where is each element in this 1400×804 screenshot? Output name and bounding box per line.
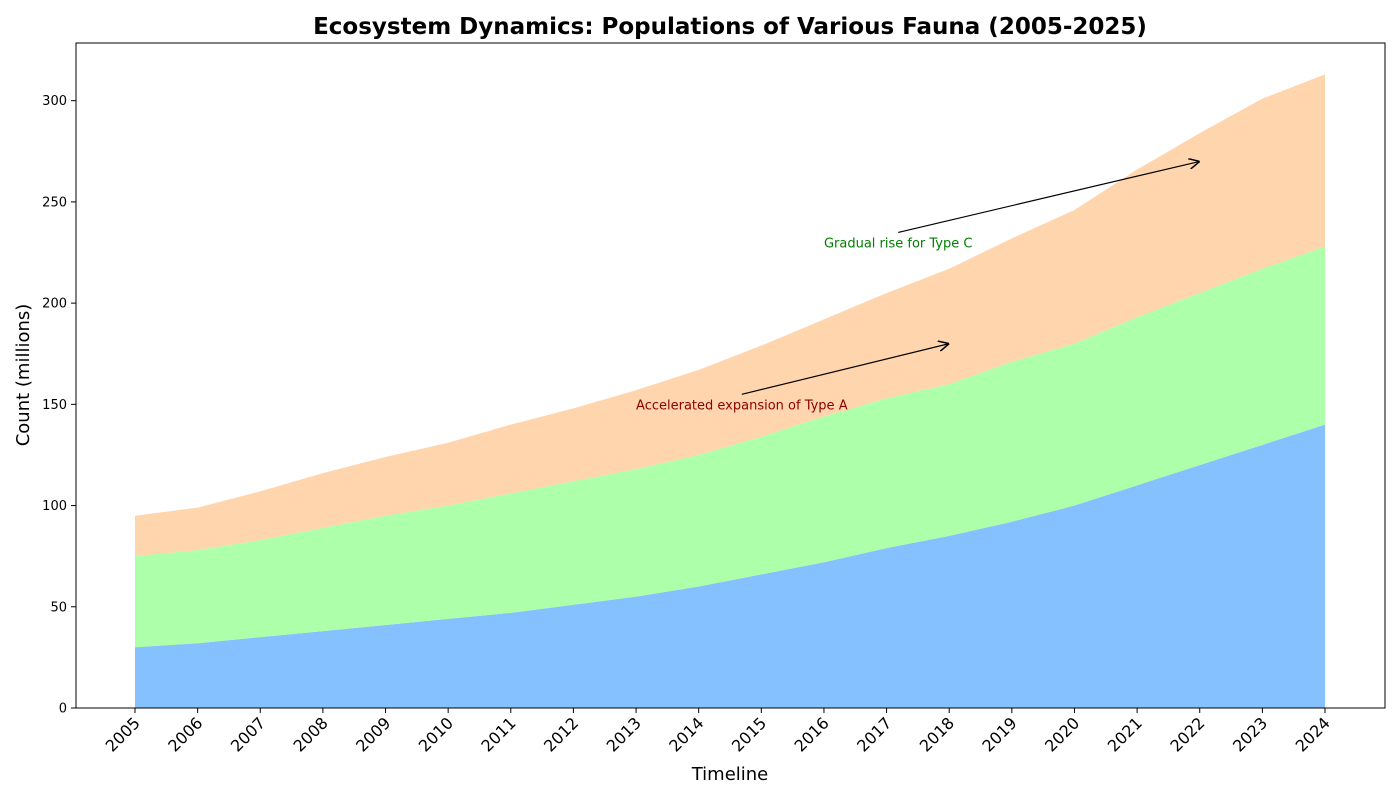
annotation-text-1: Accelerated expansion of Type A [636,398,848,413]
annotation-text-2: Gradual rise for Type C [824,236,973,251]
x-tick-label: 2016 [791,713,833,755]
chart-title: Ecosystem Dynamics: Populations of Vario… [313,14,1147,40]
x-tick-label: 2019 [978,713,1020,755]
x-tick-label: 2022 [1166,713,1208,755]
y-tick-label: 50 [50,600,67,615]
y-tick-label: 200 [42,297,67,312]
x-tick-label: 2010 [415,713,457,755]
x-tick-label: 2009 [352,713,394,755]
y-tick-label: 0 [59,702,67,717]
x-tick-label: 2007 [227,713,269,755]
area-series-1 [135,424,1325,708]
x-axis: 2005 2006 2007 2008 2009 2010 2011 2012 2013 2014… [102,708,1334,756]
x-tick-label: 2013 [603,713,645,755]
x-tick-label: 2011 [477,713,519,755]
x-axis-label: Timeline [691,764,769,785]
area-series-3 [135,74,1325,557]
annotation-arrow-1 [741,344,949,395]
y-tick-label: 150 [42,398,67,413]
y-tick-label: 300 [42,94,67,109]
annotations-layer: Accelerated expansion of Type A Gradual r… [636,161,1200,413]
x-tick-label: 2015 [728,713,770,755]
x-tick-label: 2005 [102,713,144,755]
area-series-2 [135,246,1325,648]
y-axis: 0 50 100 150 200 250 300 [42,94,76,717]
x-tick-label: 2021 [1104,713,1146,755]
annotation-arrow-2 [898,161,1200,233]
x-tick-label: 2020 [1041,713,1083,755]
y-tick-label: 250 [42,195,67,210]
x-tick-label: 2008 [289,713,331,755]
y-tick-label: 100 [42,499,67,514]
areas-layer [135,74,1325,708]
x-tick-label: 2012 [540,713,582,755]
x-tick-label: 2006 [164,713,206,755]
x-tick-label: 2024 [1292,713,1334,755]
y-axis-label: Count (millions) [13,304,34,447]
x-tick-label: 2018 [916,713,958,755]
x-tick-label: 2017 [853,713,895,755]
x-tick-label: 2023 [1229,713,1271,755]
x-tick-label: 2014 [665,713,707,755]
plot-frame [75,42,1386,709]
